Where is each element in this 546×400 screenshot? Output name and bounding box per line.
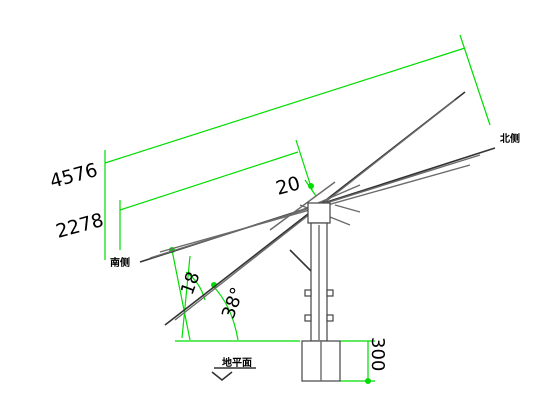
brace-2 — [289, 184, 361, 216]
angle-leg-2 — [181, 255, 191, 339]
dim-2278-ext-right — [295, 139, 313, 191]
bolt-1 — [304, 289, 312, 297]
bolt-3 — [304, 314, 312, 322]
south-label: 南侧 — [110, 256, 130, 269]
dim-2278-line — [119, 151, 299, 211]
tick-20 — [308, 183, 314, 189]
brace-4 — [334, 204, 361, 213]
bolt-4 — [326, 314, 334, 322]
dim-4576-line — [104, 47, 466, 164]
dim-label-2278: 2278 — [54, 209, 106, 243]
angle-leg-1 — [171, 249, 191, 341]
north-label: 北侧 — [500, 132, 520, 145]
ground-triangle-icon — [211, 371, 233, 382]
tick-base — [365, 378, 371, 384]
dimension-lines — [104, 34, 491, 382]
dim-label-300: 300 — [367, 337, 388, 371]
dim-label-4576: 4576 — [48, 159, 100, 193]
dim-label-20: 20 — [274, 172, 303, 200]
bolt-2 — [326, 289, 334, 297]
ground-symbol — [211, 367, 256, 382]
dim-4576-ext-right — [459, 34, 491, 126]
ground-label: 地平面 — [222, 356, 252, 369]
rotation-hub — [307, 202, 331, 224]
tracker-structure — [139, 91, 496, 382]
dim-label-38: 38° — [218, 285, 249, 322]
